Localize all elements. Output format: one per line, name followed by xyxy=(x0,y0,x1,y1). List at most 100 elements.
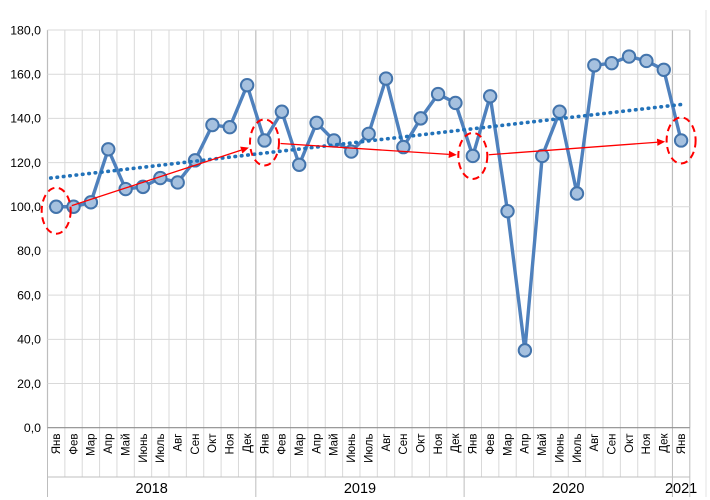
data-point-marker xyxy=(257,133,272,148)
data-point-marker xyxy=(465,148,481,164)
data-point-marker xyxy=(430,86,446,102)
data-point-marker xyxy=(396,139,411,155)
data-point-marker xyxy=(535,148,550,164)
data-series-line xyxy=(54,54,683,353)
month-label: Ноя xyxy=(641,434,653,455)
data-point-marker xyxy=(378,71,394,86)
y-tick-label: 160,0 xyxy=(10,67,41,81)
month-label: Мар xyxy=(294,434,306,457)
data-point-marker xyxy=(587,58,602,73)
y-tick-label: 80,0 xyxy=(17,244,41,258)
month-label: Фев xyxy=(68,434,80,455)
month-label: Мар xyxy=(86,434,98,457)
month-label: Июль xyxy=(155,433,167,462)
x-axis-month-labels: Янв Фев Мар Апр Май Июнь Июль Авг Сен Окт Ноя Дек Ян… xyxy=(51,433,688,463)
month-label: Янв xyxy=(468,434,480,455)
data-point-marker xyxy=(604,55,619,71)
gridlines xyxy=(46,29,691,428)
y-tick-label: 60,0 xyxy=(17,288,41,302)
month-label: Июнь xyxy=(554,433,566,462)
annotation-layer xyxy=(40,116,697,235)
data-point-marker xyxy=(673,133,689,148)
data-point-marker xyxy=(361,126,376,142)
month-label: Июнь xyxy=(138,433,150,462)
trendline-layer xyxy=(48,102,687,180)
data-point-marker xyxy=(292,157,307,172)
trend-arrow-line xyxy=(488,141,658,156)
month-label: Янв xyxy=(51,434,63,455)
y-tick-label: 0,0 xyxy=(24,421,41,435)
year-label: 2021 xyxy=(665,481,697,497)
month-label: Июнь xyxy=(346,433,358,462)
data-point-marker xyxy=(187,153,203,168)
month-label: Авг xyxy=(381,434,393,452)
month-label: Сен xyxy=(190,434,202,455)
month-label: Мар xyxy=(502,434,514,457)
month-label: Дек xyxy=(242,433,254,453)
month-label: Апр xyxy=(311,434,323,454)
y-tick-label: 140,0 xyxy=(10,112,41,126)
month-label: Янв xyxy=(676,434,688,455)
data-point-marker xyxy=(569,186,585,201)
data-point-marker xyxy=(413,111,428,126)
y-axis-labels: 0,0 20,0 40,0 60,0 80,0 100,0 120,0 140,0 160,0 1… xyxy=(10,23,41,435)
month-label: Сен xyxy=(398,434,410,455)
data-point-marker xyxy=(517,343,533,358)
data-point-marker xyxy=(309,115,324,130)
highlight-ellipse xyxy=(665,116,697,165)
data-point-marker xyxy=(205,117,220,133)
month-label: Сен xyxy=(606,434,618,455)
month-label: Авг xyxy=(589,434,601,452)
data-series xyxy=(48,49,689,358)
month-label: Ноя xyxy=(433,434,445,455)
y-tick-label: 40,0 xyxy=(17,333,41,347)
data-point-marker xyxy=(500,203,515,219)
highlight-ellipse xyxy=(457,131,489,180)
trend-arrow-head xyxy=(448,150,457,158)
month-label: Дек xyxy=(659,433,671,453)
trendline xyxy=(48,102,687,180)
month-label: Фев xyxy=(485,434,497,455)
trend-arrow-line xyxy=(280,142,449,156)
month-label: Окт xyxy=(416,433,428,453)
trend-arrow-head xyxy=(240,146,249,154)
y-tick-label: 120,0 xyxy=(10,156,41,170)
data-point-marker xyxy=(482,89,498,104)
highlight-ellipse xyxy=(248,118,280,167)
data-point-marker xyxy=(239,78,255,93)
month-label: Июль xyxy=(572,433,584,462)
data-point-marker xyxy=(222,120,237,135)
month-label: Ноя xyxy=(225,434,237,455)
month-label: Апр xyxy=(103,434,115,454)
data-point-marker xyxy=(639,53,654,69)
month-label: Янв xyxy=(259,434,271,455)
data-point-marker xyxy=(101,142,116,157)
data-point-marker xyxy=(552,104,567,119)
data-point-marker xyxy=(656,62,671,77)
trend-arrow-line xyxy=(71,149,242,207)
month-label: Май xyxy=(120,434,132,457)
axis-lines xyxy=(47,10,707,497)
y-tick-label: 20,0 xyxy=(17,377,41,391)
month-label: Авг xyxy=(172,434,184,452)
y-tick-label: 180,0 xyxy=(10,23,41,37)
month-label: Май xyxy=(537,434,549,457)
month-label: Апр xyxy=(520,434,532,454)
trend-arrow-head xyxy=(656,138,666,146)
month-label: Окт xyxy=(624,433,636,453)
y-tick-label: 100,0 xyxy=(10,200,41,214)
year-label: 2020 xyxy=(552,481,584,497)
data-point-marker xyxy=(83,195,99,210)
data-point-marker xyxy=(48,199,64,214)
data-point-marker xyxy=(118,181,133,197)
month-label: Фев xyxy=(277,434,289,455)
month-label: Июль xyxy=(363,433,375,462)
x-axis-year-labels: 2018 2019 2020 2021 xyxy=(136,481,698,497)
data-point-marker xyxy=(274,104,290,119)
month-label: Окт xyxy=(207,433,219,453)
month-label: Дек xyxy=(450,433,462,453)
year-label: 2019 xyxy=(344,481,376,497)
data-point-marker xyxy=(170,175,185,190)
